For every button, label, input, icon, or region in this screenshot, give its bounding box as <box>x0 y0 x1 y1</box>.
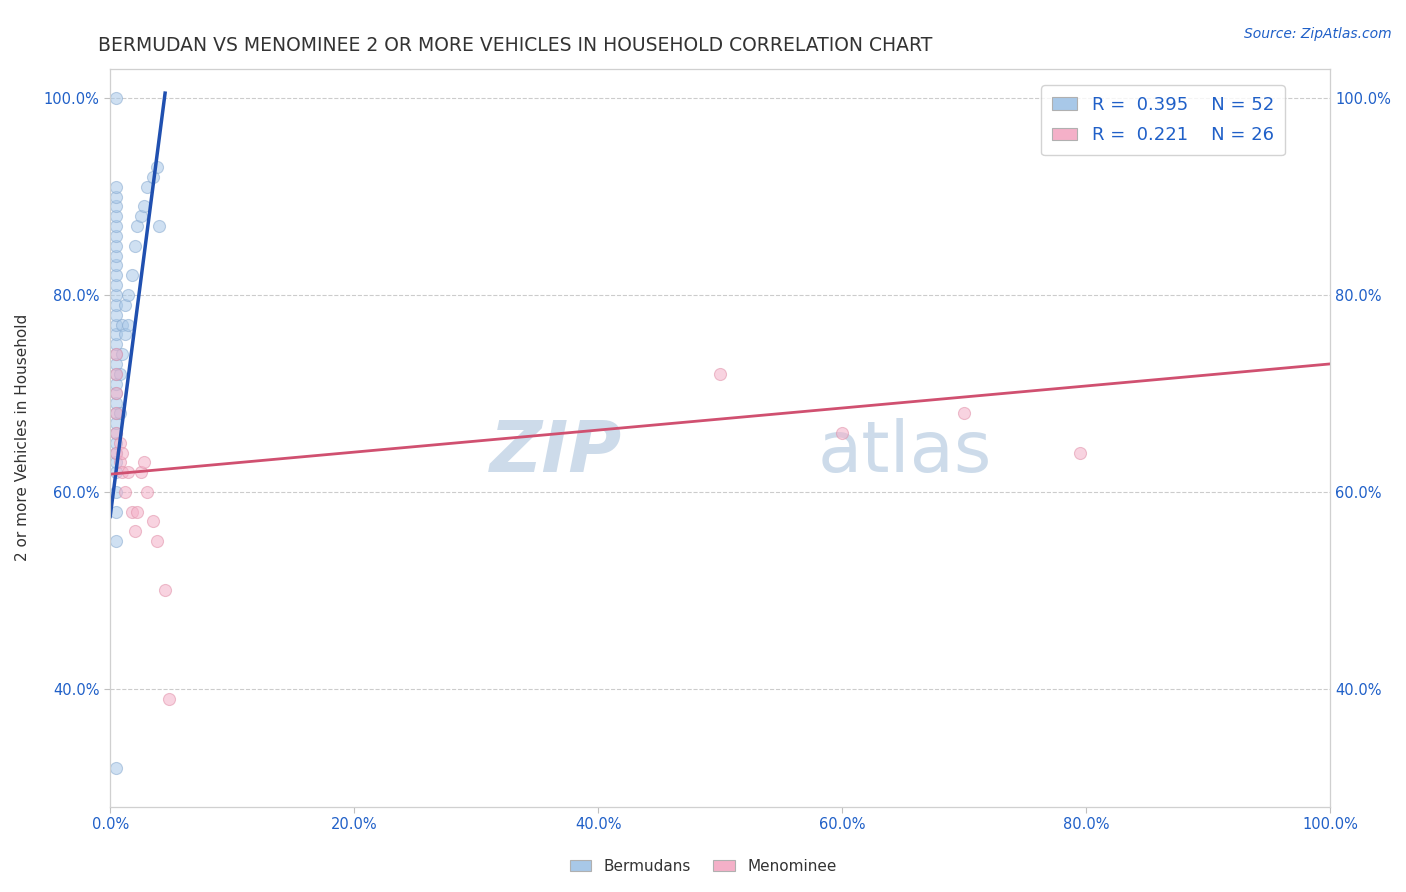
Point <box>105 249 128 263</box>
Point <box>145 534 167 549</box>
Y-axis label: 2 or more Vehicles in Household: 2 or more Vehicles in Household <box>15 314 30 561</box>
Point <box>105 347 128 361</box>
Point <box>108 435 131 450</box>
Point <box>108 455 131 469</box>
Point <box>831 425 853 440</box>
Point <box>105 239 128 253</box>
Point <box>105 179 128 194</box>
Point <box>105 219 128 233</box>
Point <box>105 288 128 302</box>
Point <box>105 278 128 293</box>
Point <box>105 505 128 519</box>
Point <box>129 209 152 223</box>
Point <box>105 416 128 430</box>
Point <box>105 189 128 203</box>
Point <box>105 406 128 420</box>
Point <box>142 169 165 184</box>
Point <box>105 228 128 243</box>
Point <box>142 515 165 529</box>
Point <box>134 199 156 213</box>
Point <box>121 505 143 519</box>
Point <box>114 327 136 342</box>
Point <box>121 268 143 283</box>
Point <box>145 160 167 174</box>
Point <box>124 239 146 253</box>
Point <box>105 534 128 549</box>
Point <box>105 425 128 440</box>
Point <box>105 209 128 223</box>
Point <box>108 367 131 381</box>
Point <box>105 259 128 273</box>
Point <box>105 199 128 213</box>
Point <box>105 761 128 775</box>
Point <box>148 219 170 233</box>
Point <box>111 318 134 332</box>
Point <box>124 524 146 539</box>
Point <box>111 445 134 459</box>
Point <box>105 484 128 499</box>
Point <box>105 327 128 342</box>
Point <box>129 465 152 479</box>
Point <box>125 219 148 233</box>
Point <box>105 367 128 381</box>
Point <box>117 465 139 479</box>
Point <box>105 425 128 440</box>
Point <box>953 406 976 420</box>
Point <box>105 318 128 332</box>
Point <box>105 455 128 469</box>
Point <box>105 91 128 105</box>
Text: Source: ZipAtlas.com: Source: ZipAtlas.com <box>1244 27 1392 41</box>
Legend: Bermudans, Menominee: Bermudans, Menominee <box>564 853 842 880</box>
Point <box>105 268 128 283</box>
Point <box>105 308 128 322</box>
Point <box>125 505 148 519</box>
Point <box>105 357 128 371</box>
Point <box>117 288 139 302</box>
Text: BERMUDAN VS MENOMINEE 2 OR MORE VEHICLES IN HOUSEHOLD CORRELATION CHART: BERMUDAN VS MENOMINEE 2 OR MORE VEHICLES… <box>98 36 932 54</box>
Point <box>134 455 156 469</box>
Point <box>135 484 157 499</box>
Text: ZIP: ZIP <box>491 418 623 487</box>
Point <box>709 367 731 381</box>
Point <box>135 179 157 194</box>
Point <box>105 386 128 401</box>
Text: atlas: atlas <box>818 418 993 487</box>
Point <box>157 691 180 706</box>
Point <box>105 406 128 420</box>
Point <box>105 367 128 381</box>
Legend: R =  0.395    N = 52, R =  0.221    N = 26: R = 0.395 N = 52, R = 0.221 N = 26 <box>1040 85 1285 155</box>
Point <box>111 465 134 479</box>
Point <box>108 406 131 420</box>
Point <box>105 445 128 459</box>
Point <box>105 347 128 361</box>
Point <box>1069 445 1091 459</box>
Point <box>111 347 134 361</box>
Point <box>117 318 139 332</box>
Point <box>153 583 176 598</box>
Point <box>105 445 128 459</box>
Point <box>114 298 136 312</box>
Point <box>105 396 128 410</box>
Point <box>105 376 128 391</box>
Point <box>105 386 128 401</box>
Point <box>105 465 128 479</box>
Point <box>105 298 128 312</box>
Point <box>105 435 128 450</box>
Point <box>105 337 128 351</box>
Point <box>114 484 136 499</box>
